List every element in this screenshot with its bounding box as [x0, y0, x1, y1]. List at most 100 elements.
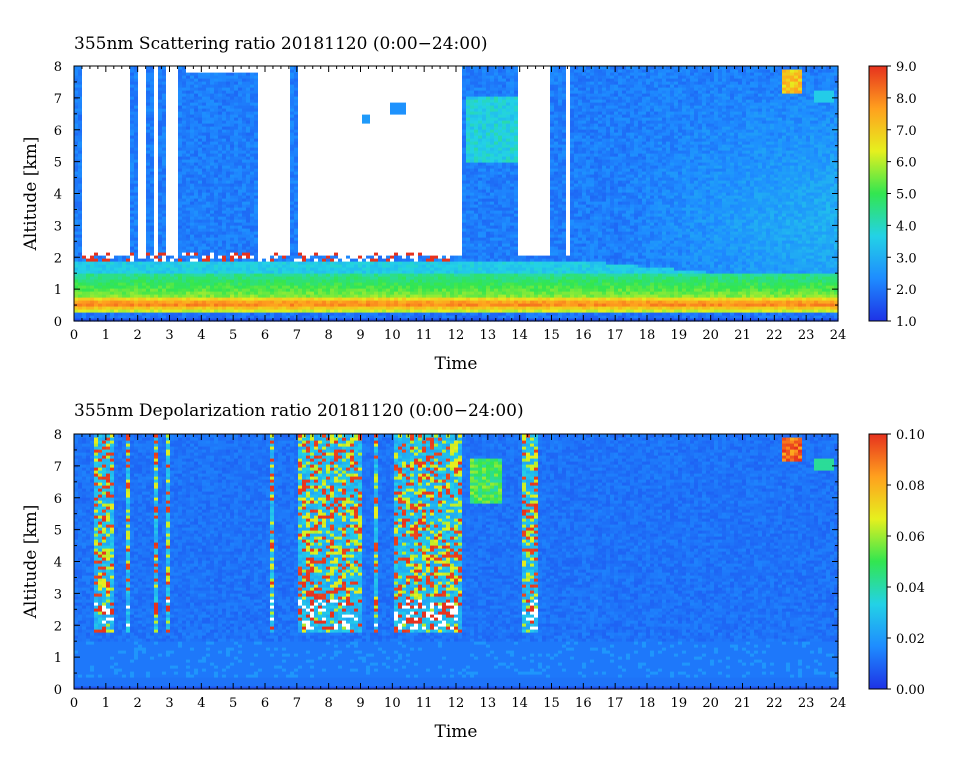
- heatmap-cell: [106, 78, 111, 82]
- heatmap-cell: [134, 228, 139, 232]
- heatmap-cell: [138, 183, 143, 187]
- heatmap-cell: [146, 174, 151, 178]
- heatmap-cell: [106, 249, 111, 253]
- heatmap-cell: [118, 261, 123, 265]
- heatmap-cell: [142, 252, 147, 256]
- heatmap-cell: [138, 309, 143, 313]
- heatmap-cell: [138, 264, 143, 268]
- heatmap-cell: [130, 222, 135, 226]
- heatmap-cell: [82, 231, 87, 235]
- heatmap-cell: [74, 198, 79, 202]
- heatmap-cell: [142, 75, 147, 79]
- heatmap-cell: [166, 213, 171, 217]
- heatmap-cell: [130, 69, 135, 73]
- heatmap-cell: [106, 147, 111, 151]
- heatmap-cell: [146, 216, 151, 220]
- heatmap-cell: [94, 96, 99, 100]
- heatmap-cell: [130, 240, 135, 244]
- heatmap-cell: [158, 69, 163, 73]
- heatmap-cell: [138, 231, 143, 235]
- heatmap-cell: [126, 246, 131, 250]
- heatmap-cell: [86, 255, 91, 259]
- heatmap-cell: [82, 81, 87, 85]
- heatmap-cell: [118, 225, 123, 229]
- heatmap-cell: [78, 318, 83, 322]
- heatmap-cell: [78, 66, 83, 70]
- heatmap-cell: [74, 78, 79, 82]
- heatmap-cell: [78, 81, 83, 85]
- heatmap-cell: [150, 174, 155, 178]
- heatmap-cell: [110, 294, 115, 298]
- heatmap-cell: [74, 219, 79, 223]
- heatmap-cell: [102, 111, 107, 115]
- heatmap-cell: [90, 84, 95, 88]
- heatmap-cell: [134, 66, 139, 70]
- heatmap-cell: [142, 234, 147, 238]
- heatmap-cell: [106, 138, 111, 142]
- heatmap-cell: [142, 306, 147, 310]
- heatmap-cell: [110, 240, 115, 244]
- heatmap-cell: [150, 75, 155, 79]
- heatmap-cell: [114, 135, 119, 139]
- heatmap-cell: [150, 189, 155, 193]
- heatmap-cell: [86, 117, 91, 121]
- heatmap-cell: [74, 87, 79, 91]
- heatmap-cell: [78, 261, 83, 265]
- heatmap-cell: [74, 213, 79, 217]
- heatmap-cell: [114, 201, 119, 205]
- heatmap-cell: [94, 294, 99, 298]
- heatmap-cell: [126, 234, 131, 238]
- heatmap-cell: [150, 138, 155, 142]
- heatmap-cell: [114, 78, 119, 82]
- heatmap-cell: [130, 279, 135, 283]
- heatmap-cell: [138, 213, 143, 217]
- heatmap-cell: [74, 168, 79, 172]
- heatmap-cell: [162, 159, 167, 163]
- heatmap-cell: [122, 270, 127, 274]
- heatmap-cell: [150, 126, 155, 130]
- heatmap-cell: [166, 114, 171, 118]
- heatmap-cell: [122, 120, 127, 124]
- heatmap-cell: [106, 111, 111, 115]
- heatmap-cell: [154, 189, 159, 193]
- heatmap-cell: [122, 102, 127, 106]
- heatmap-cell: [106, 165, 111, 169]
- heatmap-cell: [162, 288, 167, 292]
- heatmap-cell: [130, 288, 135, 292]
- heatmap-cell: [118, 201, 123, 205]
- heatmap-cell: [98, 291, 103, 295]
- heatmap-cell: [90, 315, 95, 319]
- heatmap-cell: [102, 318, 107, 322]
- heatmap-cell: [94, 126, 99, 130]
- heatmap-cell: [78, 294, 83, 298]
- heatmap-cell: [90, 186, 95, 190]
- heatmap-cell: [142, 144, 147, 148]
- heatmap-cell: [130, 303, 135, 307]
- heatmap-cell: [138, 105, 143, 109]
- heatmap-cell: [114, 162, 119, 166]
- heatmap-cell: [82, 264, 87, 268]
- heatmap-cell: [82, 246, 87, 250]
- heatmap-cell: [82, 135, 87, 139]
- heatmap-cell: [86, 267, 91, 271]
- heatmap-cell: [122, 210, 127, 214]
- heatmap-cell: [150, 159, 155, 163]
- heatmap-cell: [158, 93, 163, 97]
- heatmap-cell: [122, 261, 127, 265]
- heatmap-cell: [74, 201, 79, 205]
- heatmap-cell: [106, 255, 111, 259]
- heatmap-cell: [154, 294, 159, 298]
- heatmap-cell: [90, 108, 95, 112]
- heatmap-cell: [90, 231, 95, 235]
- heatmap-cell: [82, 75, 87, 79]
- heatmap-cell: [166, 237, 171, 241]
- heatmap-cell: [154, 75, 159, 79]
- heatmap-cell: [150, 216, 155, 220]
- heatmap-cell: [126, 261, 131, 265]
- heatmap-cell: [122, 72, 127, 76]
- heatmap-cell: [106, 234, 111, 238]
- heatmap-cell: [166, 162, 171, 166]
- heatmap-cell: [126, 282, 131, 286]
- heatmap-cell: [82, 192, 87, 196]
- heatmap-cell: [130, 111, 135, 115]
